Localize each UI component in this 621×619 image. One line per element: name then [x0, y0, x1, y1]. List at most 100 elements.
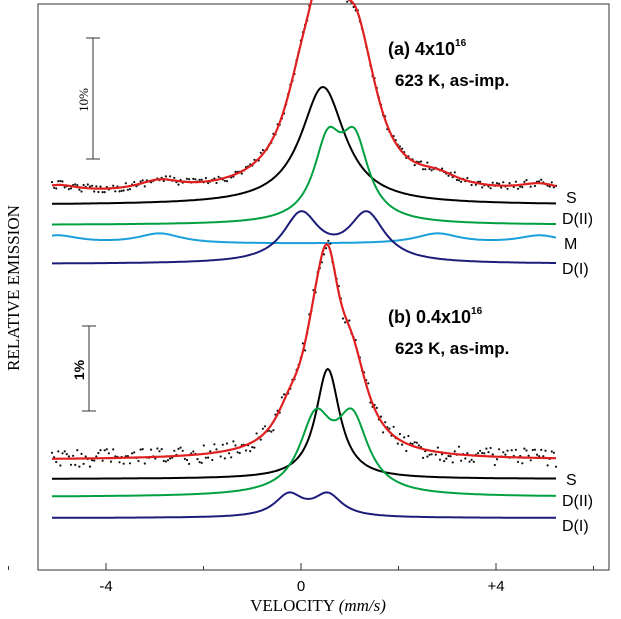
data-point-b: [401, 443, 404, 446]
data-point-a: [55, 187, 58, 190]
data-point-b: [244, 449, 248, 452]
data-point-b: [476, 452, 480, 455]
data-point-b: [550, 450, 553, 453]
data-point-a: [112, 184, 115, 187]
panel-b-title: (b) 0.4x1016: [388, 306, 483, 327]
data-point-b: [493, 463, 496, 467]
data-point-b: [156, 447, 159, 450]
data-point-b: [540, 448, 543, 451]
data-point-b: [139, 448, 142, 451]
label-a-M: M: [564, 236, 577, 253]
data-point-b: [485, 447, 488, 450]
data-point-b: [204, 456, 207, 459]
data-point-b: [544, 449, 547, 452]
data-point-b: [160, 448, 163, 451]
data-point-b: [426, 455, 429, 458]
data-point-a: [192, 177, 195, 180]
data-point-b: [150, 448, 153, 451]
label-b-DII: D(II): [562, 493, 593, 510]
data-point-b: [367, 382, 370, 385]
data-point-a: [502, 181, 505, 184]
data-point-b: [84, 455, 87, 458]
data-point-b: [162, 459, 165, 463]
data-point-a: [441, 167, 444, 170]
data-point-b: [514, 448, 518, 451]
data-point-a: [101, 191, 104, 194]
data-point-b: [179, 446, 182, 449]
data-point-b: [460, 459, 463, 462]
data-point-b: [447, 454, 450, 458]
data-point-b: [472, 460, 475, 463]
data-point-b: [304, 349, 307, 352]
scale-bar-b: [82, 325, 96, 412]
data-point-a: [424, 168, 427, 171]
data-point-b: [118, 461, 121, 464]
data-point-a: [240, 172, 243, 175]
data-point-b: [63, 450, 66, 453]
data-point-a: [413, 164, 416, 167]
data-point-a: [533, 184, 537, 188]
data-point-b: [230, 456, 233, 459]
data-point-b: [504, 453, 507, 456]
data-point-b: [261, 427, 264, 430]
data-point-a: [76, 184, 79, 187]
x-tick-label-1: 0: [297, 578, 305, 595]
data-point-b: [112, 448, 115, 451]
data-point-b: [554, 465, 558, 468]
fit-curve-b: [52, 242, 556, 460]
data-point-b: [99, 449, 102, 452]
data-point-a: [99, 185, 102, 188]
data-point-b: [185, 458, 189, 462]
data-point-a: [447, 174, 450, 177]
data-point-a: [419, 160, 423, 163]
data-point-b: [78, 465, 81, 468]
data-point-a: [124, 182, 127, 185]
data-point-b: [481, 451, 484, 455]
data-point-a: [470, 183, 473, 187]
data-point-b: [506, 449, 509, 452]
data-point-b: [225, 442, 229, 445]
data-point-b: [483, 452, 486, 455]
data-point-b: [457, 445, 461, 448]
data-point-b: [529, 459, 532, 462]
curve-b-s: [52, 367, 556, 480]
data-point-a: [215, 181, 218, 185]
data-point-a: [162, 179, 165, 183]
data-point-b: [451, 461, 454, 464]
data-point-b: [445, 457, 448, 460]
data-point-a: [519, 185, 522, 188]
data-point-b: [422, 456, 425, 459]
data-point-a: [194, 178, 197, 181]
data-point-b: [80, 452, 83, 455]
data-point-a: [114, 190, 117, 193]
data-point-a: [177, 183, 180, 186]
data-point-b: [207, 456, 210, 459]
data-point-b: [202, 444, 205, 447]
data-point-a: [523, 180, 526, 183]
data-point-b: [542, 455, 545, 458]
data-point-a: [428, 167, 431, 171]
data-point-b: [177, 447, 180, 450]
data-point-a: [495, 182, 499, 185]
data-point-b: [109, 460, 113, 463]
data-point-b: [74, 463, 77, 466]
curve-a-di: [52, 210, 556, 265]
data-point-b: [57, 450, 60, 453]
data-point-a: [521, 186, 524, 189]
data-point-b: [495, 458, 499, 461]
data-point-a: [173, 176, 176, 179]
plot-frame: [37, 3, 610, 571]
data-point-a: [548, 185, 551, 188]
data-point-b: [538, 455, 541, 458]
data-point-b: [76, 449, 79, 452]
data-point-a: [95, 185, 98, 188]
data-point-a: [479, 180, 482, 183]
data-point-b: [344, 321, 347, 324]
label-a-DI: D(I): [562, 261, 589, 278]
data-point-a: [57, 180, 60, 183]
data-point-b: [487, 451, 490, 454]
data-point-a: [188, 178, 191, 181]
x-axis-ticks: -4 0 +4: [8, 563, 594, 595]
data-point-b: [489, 446, 492, 450]
data-point-a: [453, 171, 456, 174]
